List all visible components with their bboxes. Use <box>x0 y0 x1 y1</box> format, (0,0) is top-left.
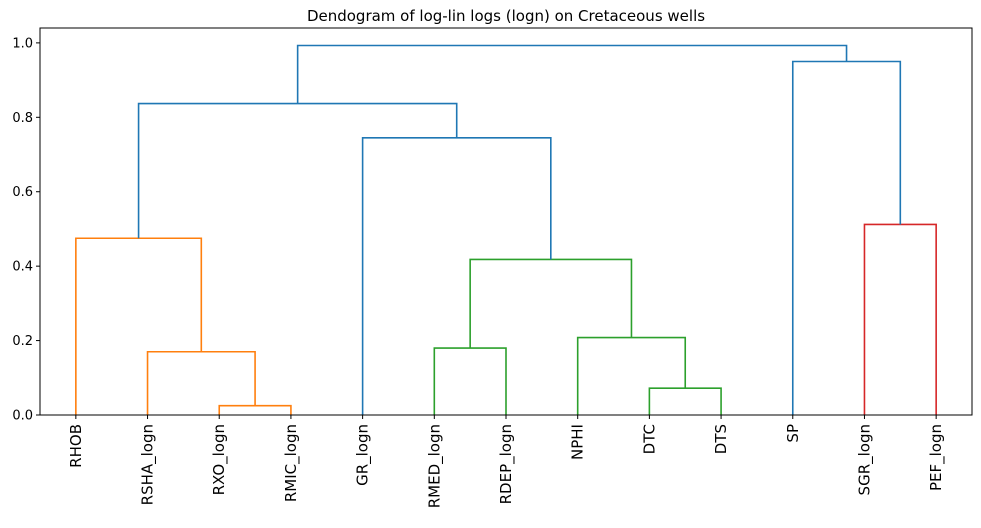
dendrogram-link-10 <box>863 223 937 415</box>
leaf-label-dts: DTS <box>712 424 730 454</box>
leaf-label-rhob: RHOB <box>67 424 85 468</box>
y-tick-label: 0.6 <box>12 185 33 200</box>
leaf-label-rxo-logn: RXO_logn <box>210 424 229 495</box>
y-tick-label: 0.8 <box>12 111 33 126</box>
leaf-label-rmic-logn: RMIC_logn <box>282 424 301 502</box>
leaf-label-nphi: NPHI <box>569 424 587 460</box>
y-tick-label: 1.0 <box>12 36 33 51</box>
dendrogram-link-12 <box>296 44 848 104</box>
dendrogram-link-1 <box>218 404 292 415</box>
dendrogram-link-3 <box>75 237 203 415</box>
y-axis: 0.0 0.2 0.4 0.6 0.8 1.0 <box>12 36 40 424</box>
leaf-label-rmed-logn: RMED_logn <box>425 424 444 508</box>
leaf-label-dtc: DTC <box>640 424 658 454</box>
leaf-label-rdep-logn: RDEP_logn <box>497 424 516 504</box>
leaf-label-gr-logn: GR_logn <box>354 424 373 486</box>
dendrogram-link-4 <box>433 347 507 415</box>
leaf-label-pef-logn: PEF_logn <box>927 424 946 491</box>
y-tick-label: 0.4 <box>12 260 33 275</box>
chart-title: Dendogram of log-lin logs (logn) on Cret… <box>307 7 705 25</box>
dendrogram-link-5 <box>648 387 722 415</box>
x-axis: RHOB RSHA_logn RXO_logn RMIC_logn GR_logn RME… <box>67 415 946 508</box>
y-tick-label: 0.2 <box>12 334 33 349</box>
leaf-label-rsha-logn: RSHA_logn <box>139 424 158 505</box>
dendrogram-link-8 <box>361 136 552 415</box>
y-tick-label: 0.0 <box>12 409 33 424</box>
leaf-label-sgr-logn: SGR_logn <box>855 424 874 495</box>
dendrogram-link-6 <box>576 336 687 415</box>
dendrogram-link-11 <box>791 60 902 415</box>
leaf-label-sp: SP <box>784 424 802 443</box>
dendrogram-link-7 <box>469 258 633 349</box>
dendrogram-links <box>75 44 937 415</box>
dendrogram-link-9 <box>137 102 458 239</box>
